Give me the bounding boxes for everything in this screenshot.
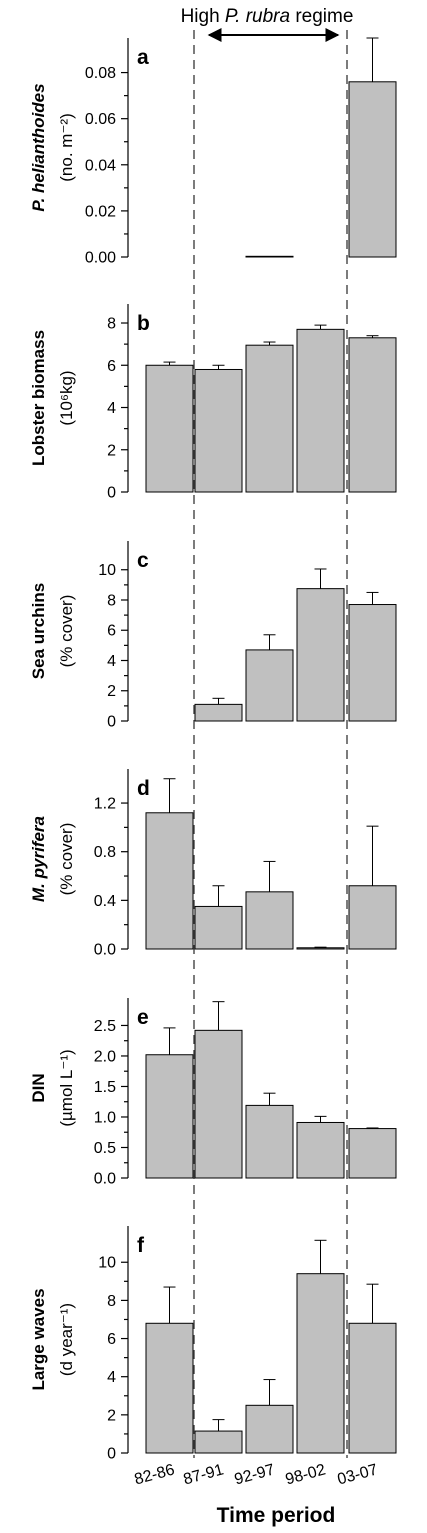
bar-98-02 xyxy=(296,588,345,722)
y-tick-label: 0 xyxy=(107,1446,116,1463)
y-tick-label: 8 xyxy=(107,592,116,609)
y-tick-label: 1.2 xyxy=(94,796,116,813)
y-axis-title-e: DIN xyxy=(29,1073,48,1102)
y-tick-label: 8 xyxy=(107,316,116,333)
y-tick-label: 0.4 xyxy=(94,893,116,910)
bar-92-97 xyxy=(245,344,294,493)
y-tick-label: 1.5 xyxy=(94,1079,116,1096)
panel-letter-c: c xyxy=(137,549,149,572)
panel-letter-a: a xyxy=(137,46,149,69)
y-tick-label: 0.5 xyxy=(94,1140,116,1157)
bar-03-07 xyxy=(348,604,397,722)
bar-03-07 xyxy=(348,337,397,493)
y-tick-label: 0.8 xyxy=(94,844,116,861)
y-tick-label: 4 xyxy=(107,400,116,417)
y-axis-unit-a: (no. m⁻²) xyxy=(57,113,76,181)
x-axis-title: Time period xyxy=(217,1504,336,1527)
bar-82-86 xyxy=(145,364,194,493)
regime-label-prefix: High xyxy=(181,6,225,27)
y-tick-label: 0.0 xyxy=(94,942,116,959)
y-tick-label: 2 xyxy=(107,442,116,459)
y-tick-label: 0.02 xyxy=(85,203,116,220)
bar-87-91 xyxy=(194,703,243,722)
y-tick-label: 0.06 xyxy=(85,111,116,128)
bar-03-07 xyxy=(348,81,397,258)
y-axis-title-a: P. helianthoides xyxy=(29,83,48,211)
y-tick-label: 1.0 xyxy=(94,1109,116,1126)
panel-e: 0.0 0.5 1.0 1.5 2.0 2.5 e DIN (µmol L⁻¹) xyxy=(29,998,397,1188)
y-axis-title-b: Lobster biomass xyxy=(29,330,48,466)
panel-letter-b: b xyxy=(137,312,150,335)
bar-87-91 xyxy=(194,1430,243,1454)
bar-82-86 xyxy=(145,1054,194,1179)
y-axis-title-f: Large waves xyxy=(29,1288,48,1390)
panel-b: 0 2 4 6 8 b Lobster biomass (10⁶kg) xyxy=(29,304,397,502)
y-axis-unit-e: (µmol L⁻¹) xyxy=(57,1049,76,1126)
bar-92-97 xyxy=(245,255,294,258)
y-tick-label: 6 xyxy=(107,358,116,375)
y-axis-unit-c: (% cover) xyxy=(57,595,76,668)
regime-label: High P. rubra regime xyxy=(181,6,354,27)
y-tick-label: 4 xyxy=(107,1369,116,1386)
bar-03-07 xyxy=(348,885,397,950)
y-tick-label: 6 xyxy=(107,623,116,640)
regime-boundary-lines xyxy=(193,30,348,1458)
y-tick-label: 0.00 xyxy=(85,250,116,267)
bar-87-91 xyxy=(194,1029,243,1179)
bar-98-02 xyxy=(296,1273,345,1454)
x-tick-label-82-86: 82-86 xyxy=(133,1461,177,1488)
x-tick-labels: 82-86 87-91 92-97 98-02 03-07 xyxy=(133,1461,380,1488)
bar-82-86 xyxy=(145,812,194,950)
regime-label-suffix: regime xyxy=(290,6,353,27)
y-tick-label: 2 xyxy=(107,1407,116,1424)
y-tick-label: 0.0 xyxy=(94,1171,116,1188)
bar-82-86 xyxy=(145,1322,194,1454)
y-tick-label: 0 xyxy=(107,485,116,502)
bar-98-02 xyxy=(296,328,345,493)
bar-03-07 xyxy=(348,1322,397,1454)
bar-87-91 xyxy=(194,905,243,950)
bar-92-97 xyxy=(245,649,294,722)
bar-98-02 xyxy=(296,947,345,950)
bar-92-97 xyxy=(245,1404,294,1454)
y-tick-label: 8 xyxy=(107,1293,116,1310)
bar-87-91 xyxy=(194,368,243,493)
y-axis-title-d: M. pyrifera xyxy=(29,816,48,902)
bar-92-97 xyxy=(245,891,294,950)
y-tick-label: 2.0 xyxy=(94,1048,116,1065)
y-tick-label: 10 xyxy=(98,1255,116,1272)
y-tick-label: 2 xyxy=(107,683,116,700)
bar-92-97 xyxy=(245,1104,294,1179)
y-tick-label: 2.5 xyxy=(94,1018,116,1035)
y-axis-unit-f: (d year⁻¹) xyxy=(57,1303,76,1376)
panel-letter-d: d xyxy=(137,777,150,800)
x-tick-label-98-02: 98-02 xyxy=(284,1461,328,1488)
x-tick-label-87-91: 87-91 xyxy=(182,1461,226,1488)
panel-letter-f: f xyxy=(137,1234,145,1257)
x-tick-label-03-07: 03-07 xyxy=(336,1461,380,1488)
panel-a: 0.00 0.02 0.04 0.06 0.08 a P. helianthoides (no… xyxy=(29,37,397,267)
y-tick-label: 0 xyxy=(107,714,116,731)
y-tick-label: 10 xyxy=(98,562,116,579)
y-axis-unit-b: (10⁶kg) xyxy=(57,370,76,425)
regime-label-species: P. rubra xyxy=(225,6,290,27)
y-axis-title-c: Sea urchins xyxy=(29,583,48,679)
bar-03-07 xyxy=(348,1128,397,1179)
y-tick-label: 0.04 xyxy=(85,157,116,174)
y-tick-label: 0.08 xyxy=(85,65,116,82)
x-tick-label-92-97: 92-97 xyxy=(233,1461,277,1488)
y-tick-label: 6 xyxy=(107,1331,116,1348)
panel-letter-e: e xyxy=(137,1006,149,1029)
y-axis-unit-d: (% cover) xyxy=(57,823,76,896)
panel-f: 0 2 4 6 8 10 f Large waves (d year⁻¹) xyxy=(29,1226,397,1463)
y-tick-label: 4 xyxy=(107,653,116,670)
panel-c: 0 2 4 6 8 10 c Sea urchins (% cover) xyxy=(29,541,397,731)
bar-98-02 xyxy=(296,1121,345,1179)
panel-d: 0.0 0.4 0.8 1.2 d M. pyrifera (% cover) xyxy=(29,769,397,959)
